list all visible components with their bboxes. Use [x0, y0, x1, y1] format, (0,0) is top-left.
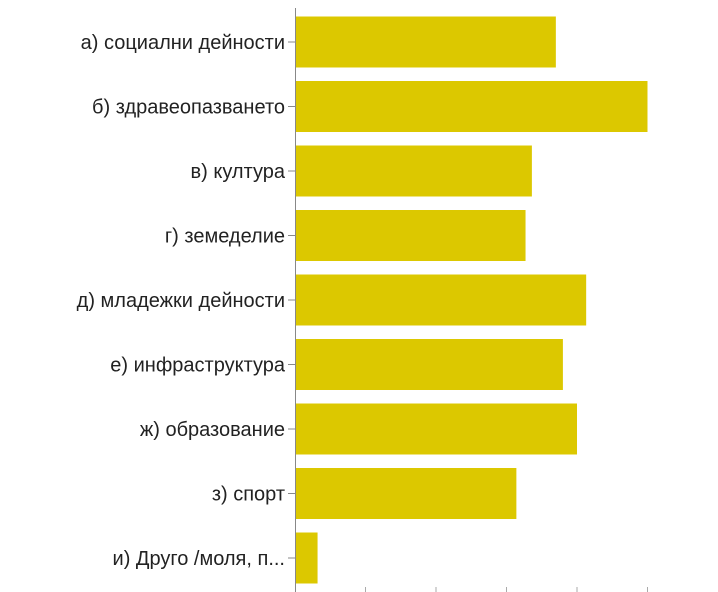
category-label: з) спорт: [212, 484, 285, 506]
bar: [296, 16, 556, 68]
bar: [296, 210, 526, 261]
axis-group: [288, 8, 648, 592]
category-labels-group: а) социални дейности б) здравеопазването в…: [77, 32, 286, 570]
bar: [296, 81, 648, 132]
bar: [296, 274, 587, 326]
bar: [296, 468, 517, 519]
category-label: б) здравеопазването: [92, 97, 285, 119]
category-label: а) социални дейности: [81, 32, 285, 54]
bars-group: [296, 16, 648, 584]
category-label: д) младежки дейности: [77, 290, 285, 312]
bar: [296, 145, 532, 197]
category-label: г) земеделие: [165, 226, 285, 248]
bar: [296, 532, 318, 584]
bar: [296, 403, 577, 455]
category-label: ж) образование: [140, 419, 285, 441]
category-label: е) инфраструктура: [110, 355, 286, 377]
bar: [296, 339, 563, 390]
category-label: в) култура: [191, 161, 286, 183]
category-label: и) Друго /моля, п...: [113, 548, 285, 570]
